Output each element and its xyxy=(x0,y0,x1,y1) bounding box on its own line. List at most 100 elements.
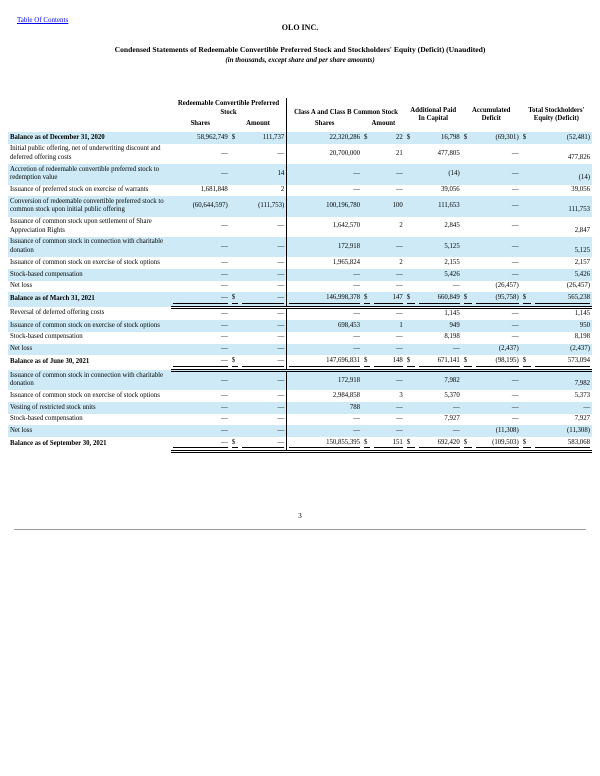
cell-value: 2 xyxy=(280,186,285,193)
cell-value: $ xyxy=(461,292,474,309)
cell-value: — xyxy=(511,169,519,177)
cell-value: — xyxy=(511,321,519,329)
cell-value: 146,998,378 xyxy=(286,292,363,309)
cell-value: 3 xyxy=(399,391,403,399)
cell-value xyxy=(230,185,240,197)
cell-value: 477,826 xyxy=(567,153,590,161)
cell-value xyxy=(362,332,372,344)
cell-value xyxy=(230,257,240,269)
cell-value: — xyxy=(452,345,460,353)
cell-value: — xyxy=(239,437,287,454)
cell-value: (26,457) xyxy=(495,282,519,290)
row-label: Vesting of restricted stock units xyxy=(10,403,96,411)
cell-value xyxy=(521,269,533,281)
table-row: Balance as of June 30, 2021— $ —147,696,83… xyxy=(8,355,592,372)
cell-value xyxy=(362,237,372,257)
cell-value xyxy=(462,257,474,269)
cell-value: 111,753 xyxy=(568,206,590,214)
label-column-header xyxy=(8,98,171,132)
cell-value: 1,145 xyxy=(574,310,590,318)
cell-value: — xyxy=(239,355,287,372)
table-row: Initial public offering, net of underwri… xyxy=(8,143,592,165)
cell-value: — xyxy=(511,310,519,318)
cell-value: 583,068 xyxy=(532,437,592,454)
toc-link[interactable]: Table Of Contents xyxy=(17,16,69,24)
cell-value: — xyxy=(395,403,403,411)
cell-value: — xyxy=(511,242,519,250)
cell-value: — xyxy=(286,184,363,197)
cell-value: — xyxy=(277,415,285,423)
column-header-total-equity: Total Stockholders' Equity (Deficit) xyxy=(528,106,585,123)
cell-value: 477,805 xyxy=(437,149,460,157)
cell-value: $ xyxy=(522,133,527,141)
cell-value: — xyxy=(277,345,285,353)
cell-value xyxy=(521,281,533,293)
cell-value: 151 xyxy=(372,437,405,454)
cell-value xyxy=(362,164,372,184)
cell-value xyxy=(462,370,474,390)
table-row: Issuance of common stock in connection w… xyxy=(8,236,592,258)
cell-value: 5,426 xyxy=(444,270,460,278)
cell-value xyxy=(462,344,474,356)
cell-value xyxy=(362,307,372,320)
cell-value: 148 xyxy=(372,355,405,372)
cell-value xyxy=(521,217,533,237)
cell-value xyxy=(405,414,417,426)
cell-value: — xyxy=(286,331,363,344)
row-label: Net loss xyxy=(10,282,33,290)
cell-value xyxy=(230,414,240,426)
cell-value xyxy=(230,217,240,237)
cell-value: — xyxy=(277,149,285,157)
cell-value xyxy=(521,164,533,184)
page-divider xyxy=(14,529,586,530)
row-label: Reversal of deferred offering costs xyxy=(10,309,105,317)
cell-value: — xyxy=(511,403,519,411)
cell-value: 671,141 xyxy=(416,355,462,372)
statement-table: Redeemable Convertible Preferred Stock C… xyxy=(8,98,592,454)
cell-value: — xyxy=(239,292,287,309)
cell-value xyxy=(462,414,474,426)
cell-value xyxy=(462,425,474,437)
cell-value: (11,308) xyxy=(495,426,519,434)
cell-value: 7,927 xyxy=(444,415,460,423)
column-group-preferred: Redeemable Convertible Preferred Stock xyxy=(177,100,280,116)
cell-value: 1,642,570 xyxy=(286,216,363,237)
cell-value: — xyxy=(277,310,285,318)
row-label: Balance as of December 31, 2020 xyxy=(10,133,105,141)
cell-value xyxy=(462,144,474,164)
cell-value xyxy=(405,370,417,390)
cell-value xyxy=(405,185,417,197)
cell-value xyxy=(405,237,417,257)
table-row: Stock-based compensation — — — —7,927—7,927 xyxy=(8,413,592,426)
cell-value: 147 xyxy=(372,292,405,309)
cell-value xyxy=(521,144,533,164)
cell-value: — xyxy=(395,242,403,250)
cell-value xyxy=(521,332,533,344)
column-header-preferred-shares: Shares xyxy=(190,120,211,128)
cell-value: $ xyxy=(463,133,468,141)
cell-value xyxy=(362,217,372,237)
cell-value: $ xyxy=(404,355,417,372)
row-label: Stock-based compensation xyxy=(10,270,83,278)
cell-value: 14 xyxy=(277,169,285,177)
cell-value: — xyxy=(395,310,403,318)
cell-value xyxy=(362,320,372,332)
cell-value: — xyxy=(220,376,228,384)
table-of-contents-link-wrap: Table Of Contents xyxy=(17,16,68,24)
cell-value: — xyxy=(220,426,228,434)
table-row: Reversal of deferred offering costs — — — —1… xyxy=(8,307,592,321)
cell-value: — xyxy=(220,270,228,278)
cell-value: — xyxy=(452,403,460,411)
cell-value xyxy=(462,402,474,414)
cell-value: 1 xyxy=(399,321,403,329)
cell-value xyxy=(230,164,240,184)
cell-value: — xyxy=(511,202,519,210)
cell-value: — xyxy=(286,413,363,426)
cell-value: 100,196,780 xyxy=(286,196,363,217)
cell-value: 39,056 xyxy=(571,186,590,193)
cell-value xyxy=(521,307,533,320)
cell-value xyxy=(462,320,474,332)
cell-value: — xyxy=(511,270,519,278)
cell-value xyxy=(521,196,533,216)
row-label: Issuance of common stock upon settlement… xyxy=(10,218,152,234)
